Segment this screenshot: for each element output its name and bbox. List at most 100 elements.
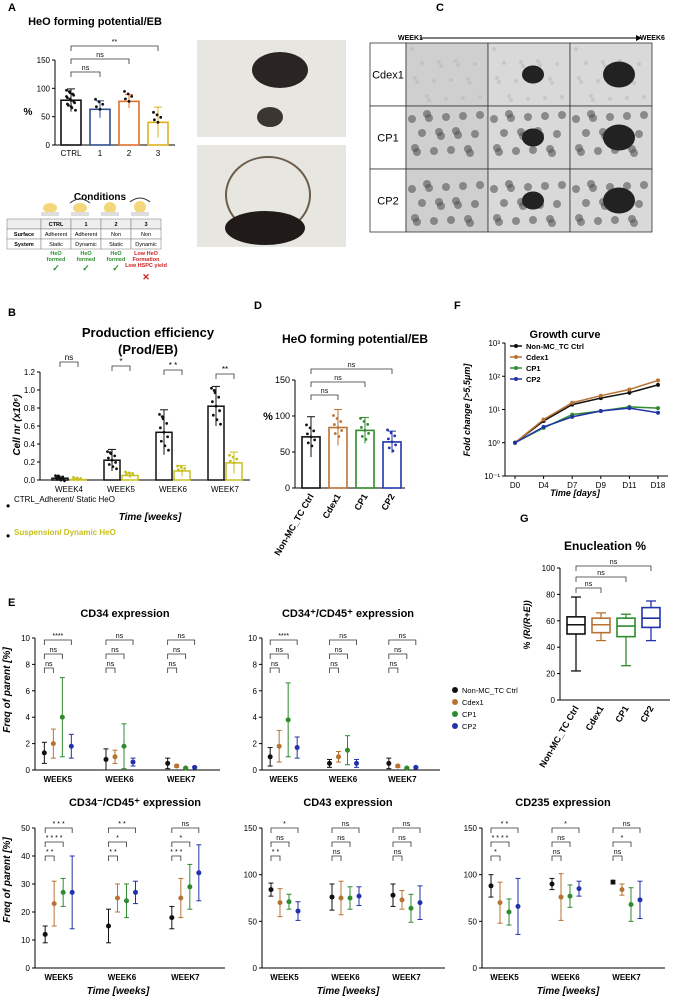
g-sig-0-bracket	[575, 587, 602, 593]
c-bead-0-0-12	[478, 95, 482, 99]
e1-sig-0-1-sig: ns	[50, 647, 58, 654]
b-bar-0-1-point-4	[76, 478, 80, 481]
e2-sig-1-1-bracket	[329, 653, 348, 659]
b-bar-2-0-point-4	[162, 430, 166, 434]
a-bar-1-point-2	[101, 102, 105, 106]
c-row-label-2: CP2	[377, 196, 398, 208]
d-bar-0-point-2	[312, 429, 316, 433]
e1-point-2-2	[183, 765, 189, 771]
panel-a-photos	[197, 40, 346, 247]
e5-sig-1-2-sig: *	[564, 821, 567, 828]
b-bar-3-1-point-1	[231, 455, 235, 459]
b-ytick-label-2: 0.4	[24, 440, 36, 449]
e5-point-0-0	[488, 883, 494, 889]
e4-sig-2-0-sig: ns	[394, 849, 402, 856]
f-ytick-label-4: 10³	[488, 339, 500, 348]
b-ytick-label-1: 0.2	[24, 458, 36, 467]
a-bar-2-point-1	[126, 92, 130, 96]
b-ytick-label-3: 0.6	[24, 422, 36, 431]
a-ytick-label-2: 100	[37, 84, 51, 93]
c-bead-2-2-12	[640, 181, 648, 189]
eb-cluster-top	[252, 52, 308, 88]
a-ytick-label-0: 0	[46, 141, 51, 150]
b-bar-1-0-point-5	[114, 460, 117, 464]
e1-sig-1-2-sig: ns	[116, 633, 124, 640]
e2-sig-0-1-sig: ns	[275, 647, 283, 654]
e1-point-2-0	[165, 760, 171, 766]
b-bar-2-0-point-2	[165, 421, 169, 425]
e4-point-0-2	[286, 899, 292, 905]
a-bar-2-point-2	[130, 94, 134, 98]
c-bead-0-0-17	[413, 76, 417, 80]
e2-sig-2-0-sig: ns	[390, 661, 398, 668]
panel-label-c: C	[436, 2, 444, 14]
e5-xtick-label-2: WEEK7	[612, 973, 641, 982]
panel-label-d: D	[254, 300, 262, 312]
e5-point-2-0	[610, 879, 616, 885]
d-bar-1-point-5	[340, 429, 343, 432]
f-xtick-label-5: D18	[651, 481, 666, 490]
c-aggregate-1-2	[603, 124, 635, 151]
cond-cell-text-0-1: CTRL	[49, 222, 64, 228]
a-sig-2-sig: **	[112, 39, 118, 46]
e3-ytick-label-3: 30	[21, 880, 30, 889]
a-bar-0-point-11	[65, 95, 68, 98]
f-legend-label-2: CP1	[526, 364, 541, 373]
e5-sig-0-2-bracket	[490, 827, 519, 833]
cond-outcome-3-1: Formation	[133, 257, 161, 263]
e3-sig-2-2-bracket	[171, 827, 200, 833]
e3-sig-1-1-sig: *	[116, 835, 119, 842]
d-ytick-label-0: 0	[285, 483, 290, 493]
f-xtick-label-2: D7	[567, 481, 578, 490]
b-bar-1-1-point-0	[124, 470, 127, 474]
e5-point-0-3	[515, 903, 521, 909]
a-bar-2-point-4	[127, 99, 131, 103]
e2-point-1-3	[354, 760, 359, 766]
d-bar-3-point-6	[387, 446, 391, 450]
d-bar-1-point-4	[336, 426, 340, 429]
cond-cell-text-1-2: Adherent	[75, 232, 98, 238]
c-bead-1-1-7	[553, 130, 561, 138]
a-bar-0-point-10	[71, 92, 75, 96]
c-bead-0-1-7	[555, 62, 559, 66]
panel-b-title: Production efficiency	[82, 325, 215, 340]
e4-point-2-1	[399, 897, 405, 903]
d-sig-2-bracket	[310, 368, 393, 374]
g-ytick-label-2: 40	[546, 643, 555, 652]
e3-point-2-1	[178, 895, 184, 901]
cond-outcome-1-1: formed	[77, 257, 96, 263]
c-bead-0-1-2	[550, 81, 554, 85]
c-bead-1-0-6	[442, 113, 450, 121]
b-bar-1-1-point-4	[128, 474, 132, 477]
e1-point-2-1	[174, 763, 180, 769]
c-bead-1-0-12	[476, 111, 484, 119]
c-bead-2-2-9	[623, 182, 631, 190]
b-xtick-label-2: WEEK6	[159, 485, 188, 494]
c-bead-0-2-10	[584, 61, 588, 65]
g-ytick-label-3: 60	[546, 617, 555, 626]
c-bead-2-0-16	[452, 197, 460, 205]
a-bar-2-point-0	[123, 89, 126, 93]
e4-point-2-3	[417, 900, 423, 906]
d-bar-0-point-4	[309, 435, 313, 439]
c-bead-0-0-11	[449, 78, 453, 82]
g-sig-2-bracket	[575, 565, 652, 571]
a-sig-0-sig: ns	[82, 65, 90, 72]
e1-point-0-2	[59, 714, 65, 720]
e2-sig-1-1-sig: ns	[335, 647, 343, 654]
f-point-3-2	[570, 414, 575, 419]
e5-ytick-label-0: 0	[473, 964, 478, 973]
c-bead-0-2-6	[608, 97, 612, 101]
a-bar-0-point-15	[69, 105, 73, 108]
c-bead-1-0-9	[459, 112, 467, 120]
d-xtick-label-1: Cdex1	[321, 492, 343, 520]
c-bead-2-1-7	[553, 200, 561, 208]
c-bead-0-1-12	[560, 95, 564, 99]
e2-sig-0-1-bracket	[269, 653, 289, 659]
e4-ytick-label-1: 50	[248, 917, 257, 926]
a-bar-3-point-4	[156, 120, 160, 124]
c-bead-0-2-2	[632, 81, 636, 85]
cond-outcome-0-1: formed	[47, 257, 66, 263]
panel-b-ylabel: Cell nr (x10⁶)	[12, 394, 23, 456]
panel-d-title: HeO forming potential/EB	[282, 332, 428, 346]
